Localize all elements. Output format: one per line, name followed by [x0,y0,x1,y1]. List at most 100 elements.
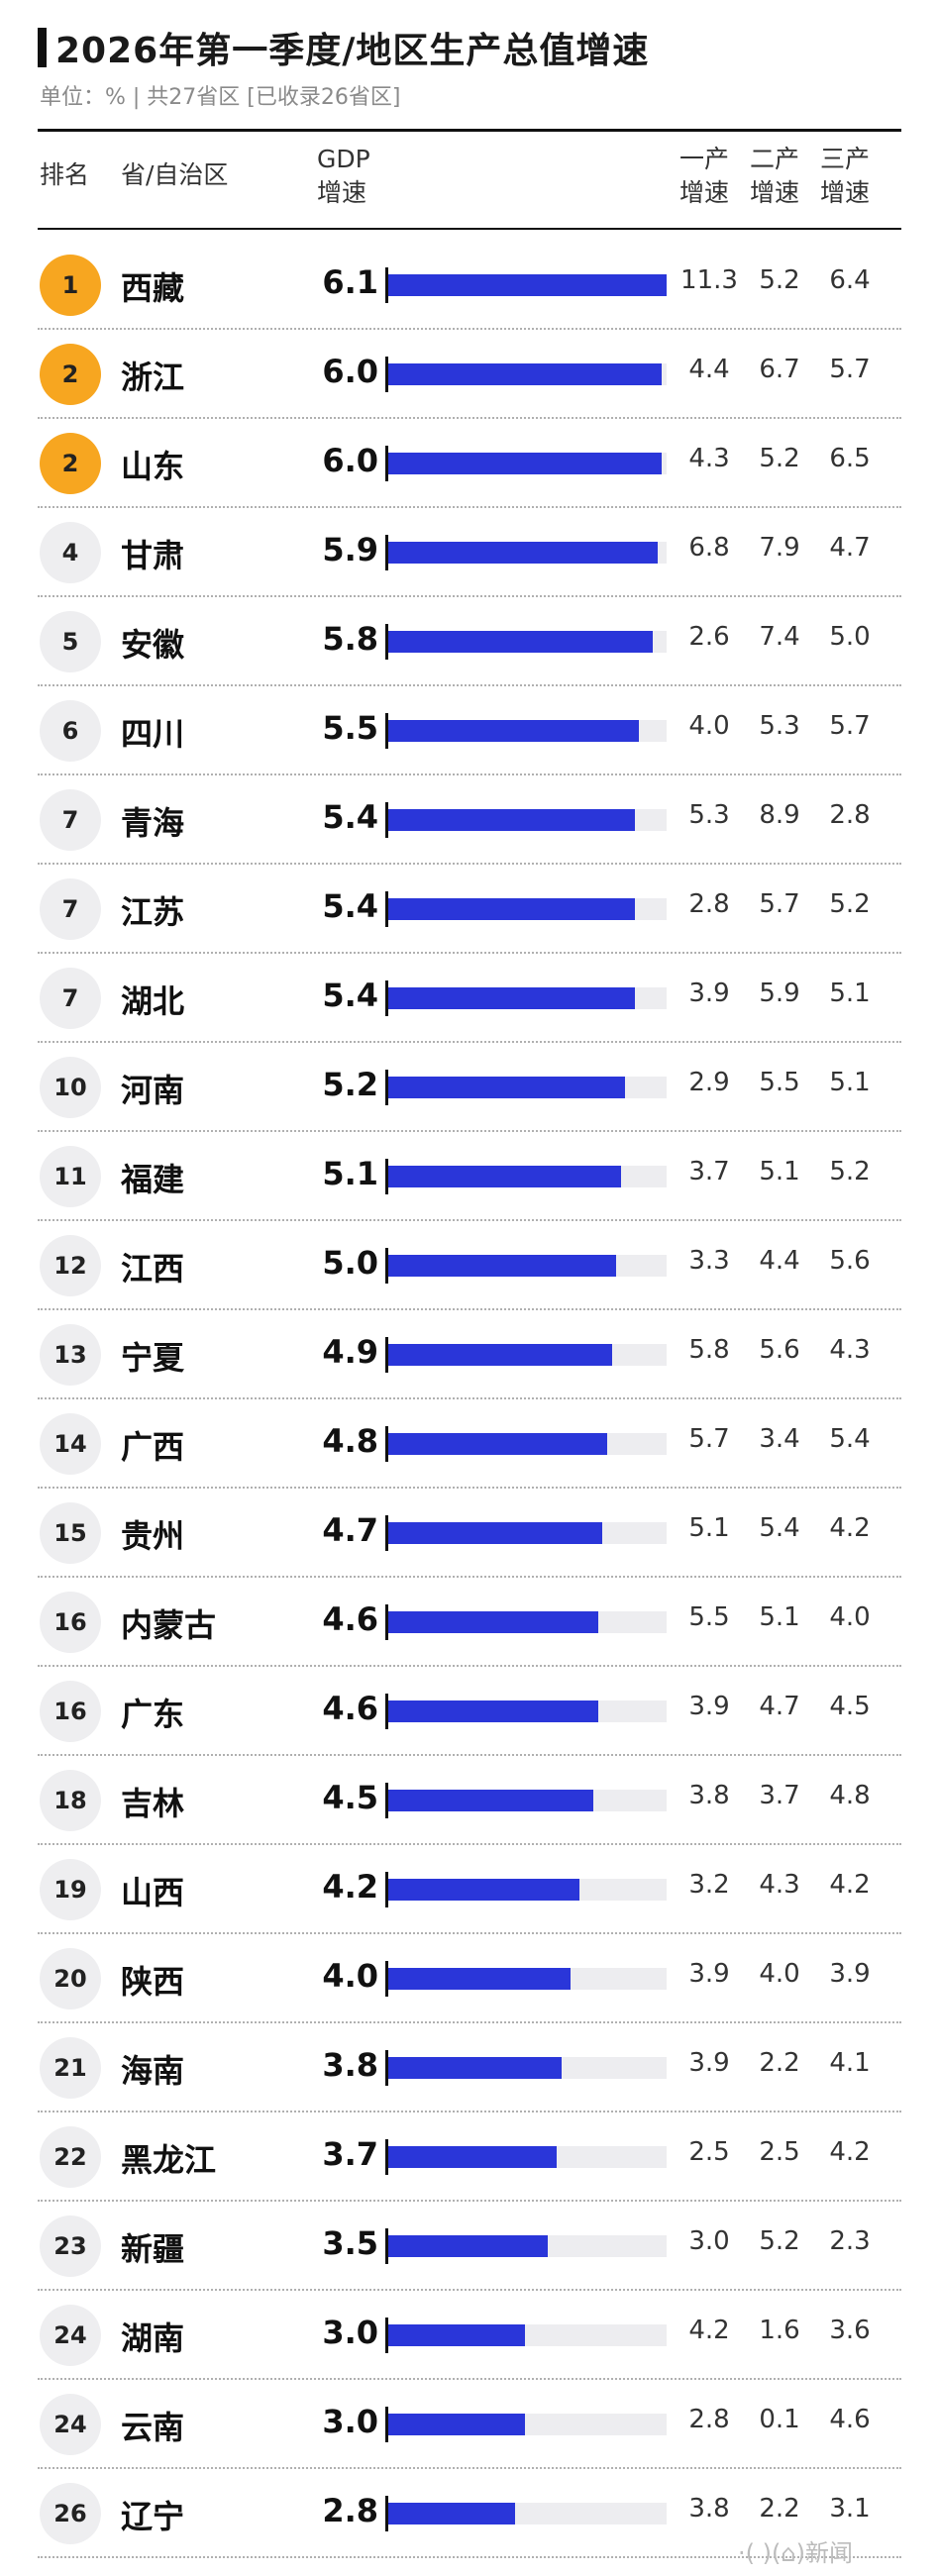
gdp-bar [387,1968,571,1990]
row-separator [38,2289,901,2291]
secondary-growth-value: 4.0 [759,1959,800,1989]
bar-baseline [385,2050,388,2086]
secondary-growth-value: 5.7 [759,889,800,919]
rank-badge: 5 [40,611,101,672]
bar-track [387,1879,667,1901]
table-row: 14 广西 4.8 5.7 3.4 5.4 [0,1399,939,1489]
row-separator [38,1219,901,1221]
row-separator [38,863,901,865]
gdp-bar [387,1255,616,1277]
rank-badge: 4 [40,522,101,583]
tertiary-growth-value: 6.4 [829,265,871,295]
bar-track [387,274,667,296]
table-row: 2 山东 6.0 4.3 5.2 6.5 [0,419,939,508]
bar-baseline [385,713,388,749]
watermark: ·( )(⌂)新闻 [738,2539,853,2567]
table-row: 10 河南 5.2 2.9 5.5 5.1 [0,1043,939,1132]
row-separator [38,1487,901,1489]
bar-track [387,1611,667,1633]
row-separator [38,2111,901,2112]
province-label: 福建 [121,1161,185,1198]
province-label: 广东 [121,1696,185,1733]
province-label: 吉林 [121,1785,185,1822]
tertiary-growth-value: 5.1 [829,1068,871,1097]
bar-track [387,542,667,564]
rank-badge: 15 [40,1502,101,1564]
primary-growth-value: 3.7 [688,1157,730,1186]
rank-badge: 20 [40,1948,101,2009]
row-separator [38,773,901,775]
gdp-bar [387,720,639,742]
gdp-value-label: 5.4 [322,977,378,1014]
province-label: 云南 [121,2409,185,2446]
primary-growth-value: 3.9 [688,979,730,1008]
tertiary-growth-value: 3.9 [829,1959,871,1989]
row-separator [38,2021,901,2023]
gdp-value-label: 5.4 [322,798,378,836]
gdp-bar [387,1790,593,1811]
title-accent-bar [38,28,47,67]
province-label: 江西 [121,1250,185,1288]
province-label: 甘肃 [121,537,185,574]
province-label: 山西 [121,1874,185,1911]
table-row: 2 浙江 6.0 4.4 6.7 5.7 [0,330,939,419]
bar-track [387,1790,667,1811]
bar-baseline [385,357,388,392]
gdp-bar [387,631,653,653]
table-row: 5 安徽 5.8 2.6 7.4 5.0 [0,597,939,686]
secondary-growth-value: 5.2 [759,2226,800,2256]
gdp-bar [387,363,662,385]
row-separator [38,1843,901,1845]
gdp-value-label: 6.0 [322,442,378,479]
table-row: 7 湖北 5.4 3.9 5.9 5.1 [0,954,939,1043]
gdp-value-label: 6.0 [322,353,378,390]
table-row: 19 山西 4.2 3.2 4.3 4.2 [0,1845,939,1934]
primary-growth-value: 2.8 [688,2405,730,2434]
gdp-bar [387,2057,562,2079]
rank-badge: 2 [40,344,101,405]
table-row: 24 湖南 3.0 4.2 1.6 3.6 [0,2291,939,2380]
row-separator [38,1308,901,1310]
primary-growth-value: 5.1 [688,1513,730,1543]
bar-baseline [385,1248,388,1284]
gdp-bar [387,809,635,831]
rank-badge: 26 [40,2483,101,2544]
tertiary-growth-value: 4.8 [829,1781,871,1810]
chart-subtitle: 单位：% | 共27省区 [已收录26省区] [40,85,401,110]
row-separator [38,2467,901,2469]
province-label: 浙江 [121,359,185,396]
secondary-growth-value: 3.4 [759,1424,800,1454]
table-row: 12 江西 5.0 3.3 4.4 5.6 [0,1221,939,1310]
bar-track [387,453,667,474]
bar-baseline [385,980,388,1016]
primary-growth-value: 3.9 [688,2048,730,2078]
gdp-value-label: 5.2 [322,1066,378,1103]
header-primary-line1: 一产 [679,145,730,173]
tertiary-growth-value: 3.6 [829,2316,871,2345]
tertiary-growth-value: 5.1 [829,979,871,1008]
bar-baseline [385,1426,388,1462]
gdp-value-label: 4.9 [322,1333,378,1371]
bar-track [387,2235,667,2257]
province-label: 河南 [121,1072,185,1109]
row-separator [38,684,901,686]
gdp-value-label: 3.7 [322,2135,378,2173]
tertiary-growth-value: 6.5 [829,444,871,473]
gdp-value-label: 6.1 [322,263,378,301]
header-tertiary-line2: 增速 [820,178,871,207]
province-label: 四川 [121,715,185,753]
gdp-bar [387,1077,625,1098]
header-secondary-line2: 增速 [750,178,800,207]
bar-baseline [385,1070,388,1105]
tertiary-growth-value: 4.1 [829,2048,871,2078]
province-label: 海南 [121,2052,185,2090]
table-row: 18 吉林 4.5 3.8 3.7 4.8 [0,1756,939,1845]
row-separator [38,952,901,954]
province-label: 广西 [121,1428,185,1466]
gdp-value-label: 3.0 [322,2403,378,2440]
bar-track [387,987,667,1009]
table-row: 26 辽宁 2.8 3.8 2.2 3.1 [0,2469,939,2558]
primary-growth-value: 3.8 [688,2494,730,2524]
bar-track [387,1700,667,1722]
secondary-growth-value: 5.5 [759,1068,800,1097]
